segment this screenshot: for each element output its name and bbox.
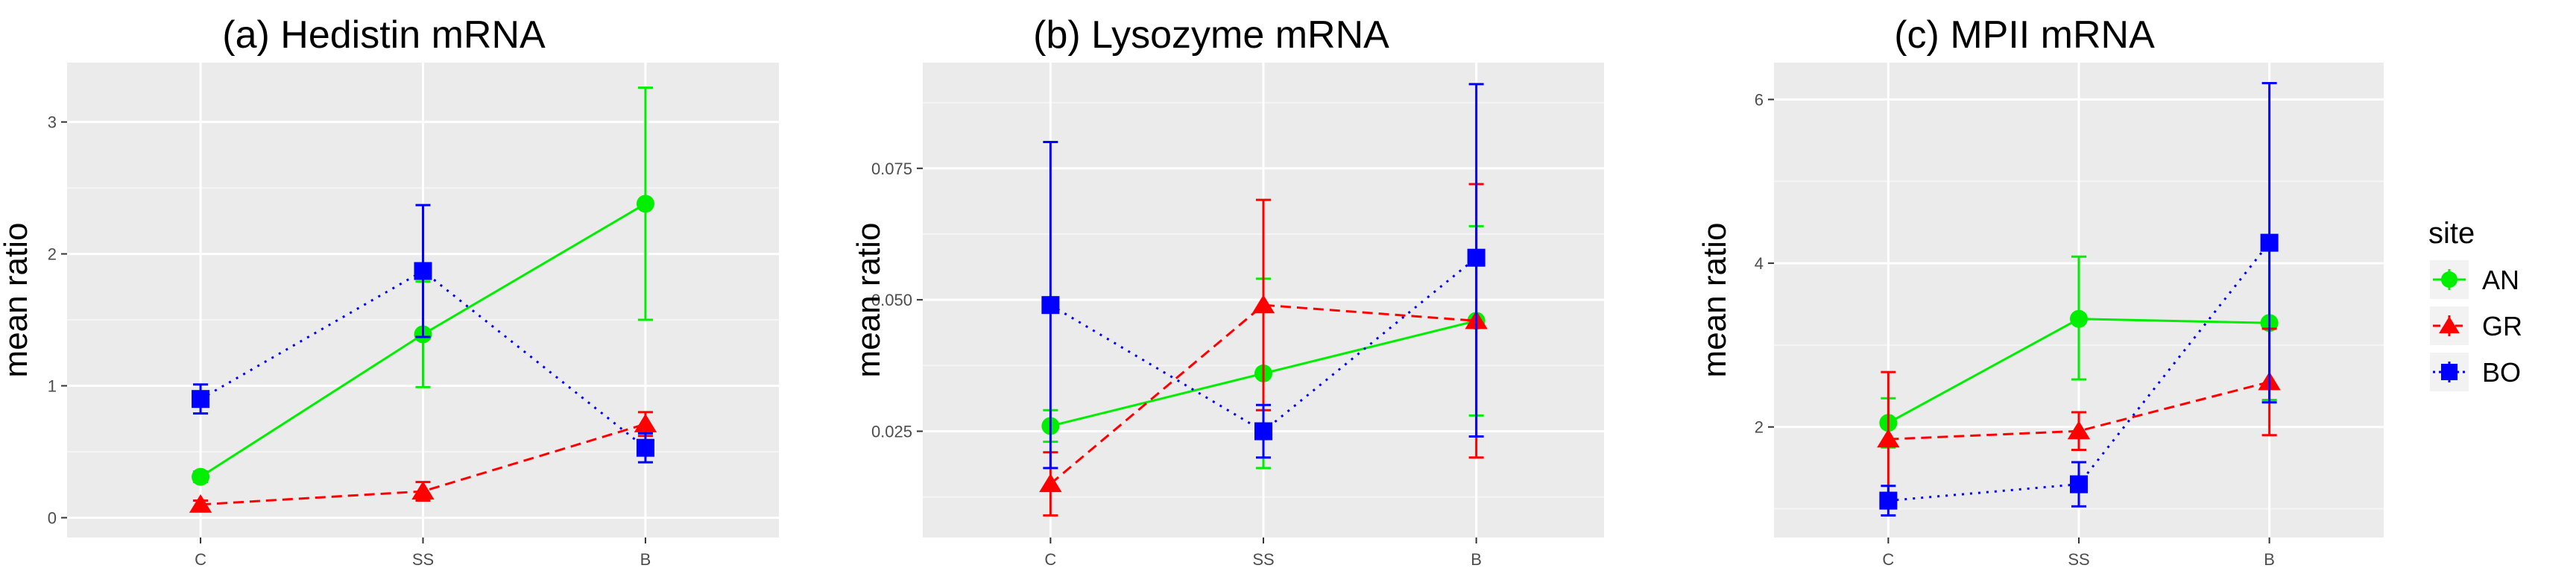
data-point xyxy=(1039,473,1062,493)
panel-a-y-axis-title: mean ratio xyxy=(0,223,34,378)
data-point xyxy=(2260,233,2279,252)
panel-a-series-gr xyxy=(189,411,657,513)
panel-b-x-tick-label: SS xyxy=(1252,550,1274,569)
data-point xyxy=(189,494,212,513)
panel-b-title: (b) Lysozyme mRNA xyxy=(1033,13,1389,57)
panel-a-y-tick-label: 1 xyxy=(48,377,57,396)
legend-label: BO xyxy=(2482,357,2521,388)
panel-c-title: (c) MPII mRNA xyxy=(1894,13,2155,57)
panel-b-y-tick-label: 0.025 xyxy=(871,423,912,441)
data-point xyxy=(2067,420,2091,440)
data-point xyxy=(192,467,210,486)
legend-key-marker xyxy=(2441,364,2457,380)
panel-c-x-tick-label: B xyxy=(2264,550,2275,569)
panel-c-series-bo xyxy=(1879,81,2279,517)
data-point xyxy=(411,481,435,500)
data-point xyxy=(414,262,432,280)
panel-c: 2 4 6 C SS B (c) MPII mRNA mean ratio xyxy=(1696,13,2384,569)
legend-key-marker xyxy=(2439,316,2460,334)
data-point xyxy=(2070,475,2088,494)
data-point xyxy=(1877,429,1900,448)
data-point xyxy=(636,195,654,213)
panel-c-y-axis-title: mean ratio xyxy=(1696,223,1733,378)
panel-b-y-axis-title: mean ratio xyxy=(850,223,887,378)
data-point xyxy=(2070,309,2088,328)
panel-a-series-bo xyxy=(192,204,654,464)
series-line xyxy=(1049,303,1477,485)
legend-label: GR xyxy=(2482,311,2522,341)
panel-a-x-tick-label: B xyxy=(640,550,651,569)
panel-a-x-tick-label: SS xyxy=(412,550,434,569)
panel-a-y-tick-label: 2 xyxy=(48,245,57,264)
data-point xyxy=(636,438,654,457)
panel-c-x-tick-label: C xyxy=(1882,550,1894,569)
data-point xyxy=(634,414,657,432)
legend-entry-an: AN xyxy=(2430,260,2519,299)
data-point xyxy=(1467,248,1486,267)
panel-a: 0 1 2 3 C SS B (a) Hedistin mRNA mean ratio xyxy=(0,13,779,569)
data-point xyxy=(1879,491,1898,510)
panel-a-title: (a) Hedistin mRNA xyxy=(222,13,546,57)
legend-label: AN xyxy=(2482,265,2519,295)
panel-c-x-tick-label: SS xyxy=(2068,550,2089,569)
panel-b-series-bo xyxy=(1041,83,1486,470)
panel-a-x-tick-label: C xyxy=(195,550,206,569)
legend-entry-gr: GR xyxy=(2430,306,2522,345)
legend-entry-bo: BO xyxy=(2430,353,2521,391)
panel-b-y-tick-label: 0.050 xyxy=(871,291,912,309)
panel-b: 0.025 0.050 0.075 C SS B (b) Lysozyme mRNA mean… xyxy=(850,13,1604,569)
panel-c-y-tick-label: 2 xyxy=(1755,418,1764,437)
legend-key-marker xyxy=(2441,271,2457,288)
data-point xyxy=(1251,294,1275,314)
panel-b-x-tick-label: C xyxy=(1044,550,1056,569)
data-point xyxy=(1254,422,1272,441)
panel-a-y-tick-label: 3 xyxy=(48,113,57,132)
panel-c-y-tick-label: 6 xyxy=(1755,90,1764,109)
panel-b-y-tick-label: 0.075 xyxy=(871,160,912,178)
data-point xyxy=(192,390,210,409)
panel-a-y-tick-label: 0 xyxy=(48,508,57,527)
panel-c-y-tick-label: 4 xyxy=(1755,254,1764,273)
panel-b-x-tick-label: B xyxy=(1471,550,1482,569)
legend-title: site xyxy=(2428,217,2475,250)
data-point xyxy=(1041,296,1060,315)
